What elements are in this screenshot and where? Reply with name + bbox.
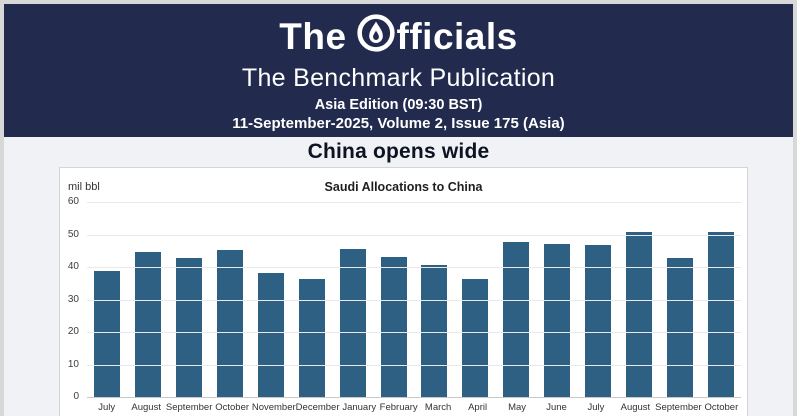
bar-13-august [625, 232, 652, 398]
logo-text-pre: The [279, 16, 347, 57]
bar-column [659, 203, 700, 398]
y-tick-label-40: 40 [67, 261, 79, 273]
x-tick-label: May [508, 402, 527, 413]
y-tick-label-20: 20 [67, 326, 79, 338]
bar-5-december [298, 279, 325, 398]
bar-column [128, 203, 169, 398]
bar-2-september [176, 258, 203, 398]
y-tick-label-0: 0 [73, 391, 79, 402]
bar-column [87, 203, 128, 398]
bar-column [210, 203, 251, 398]
gridline-30 [87, 299, 741, 301]
x-tick-label: December [295, 402, 340, 413]
bar-8-march [421, 264, 448, 398]
bar-series [87, 203, 741, 398]
y-tick-label-60: 60 [67, 196, 79, 207]
gridline-40 [87, 267, 741, 269]
y-tick-label-10: 10 [67, 358, 79, 370]
bar-3-october [217, 250, 244, 398]
x-tick-label: October [215, 402, 250, 413]
bar-15-october [707, 232, 734, 398]
x-tick-label: August [620, 402, 651, 413]
publication-subtitle: The Benchmark Publication [241, 63, 556, 92]
plot-area [87, 202, 741, 398]
bar-10-may [503, 242, 530, 398]
bar-column [251, 203, 292, 398]
gridline-20 [87, 332, 741, 334]
x-tick-label: January [342, 402, 377, 413]
bar-column [537, 203, 578, 398]
bar-column [414, 203, 455, 398]
bar-7-february [380, 256, 407, 398]
page: The fficials The Benchmark Publication A… [4, 4, 793, 416]
gridline-50 [87, 234, 741, 236]
bar-column [578, 203, 619, 398]
x-tick-label: June [546, 402, 567, 413]
gridline-0 [87, 397, 741, 398]
x-tick-label: October [704, 402, 739, 413]
chart-card: Saudi Allocations to China mil bbl 0 10 20… [59, 167, 748, 416]
x-axis-labels: July August September October November Decemb… [87, 402, 741, 413]
bar-column [496, 203, 537, 398]
gridline-10 [87, 364, 741, 366]
bar-1-august [135, 251, 162, 398]
x-tick-label: September [165, 402, 213, 413]
bar-column [455, 203, 496, 398]
bar-12-july [584, 245, 611, 398]
publication-logo: The fficials [4, 13, 793, 62]
y-axis-labels: 0 10 20 30 40 50 60 [60, 197, 82, 402]
x-tick-label: April [468, 402, 488, 413]
chart-title: Saudi Allocations to China [324, 180, 483, 194]
bar-4-november [257, 272, 284, 398]
article-headline: China opens wide [307, 140, 490, 163]
x-tick-label: March [424, 402, 452, 413]
x-tick-label: August [131, 402, 161, 413]
logo-text-post: fficials [396, 16, 518, 57]
gridline-60 [87, 202, 741, 203]
bar-column [169, 203, 210, 398]
x-tick-label: July [587, 402, 605, 413]
bar-0-july [94, 271, 121, 398]
x-tick-label: February [379, 402, 418, 413]
bar-column [373, 203, 414, 398]
bar-column [291, 203, 332, 398]
bar-14-september [666, 258, 693, 398]
x-tick-label: September [655, 402, 702, 413]
officials-o-flame-icon [356, 13, 396, 62]
x-tick-label: July [98, 402, 116, 413]
edition-line: Asia Edition (09:30 BST) [314, 96, 483, 113]
bar-column [700, 203, 741, 398]
bar-column [618, 203, 659, 398]
bar-6-january [339, 248, 366, 398]
bar-column [332, 203, 373, 398]
y-axis-unit-label: mil bbl [68, 181, 100, 193]
bar-11-june [544, 243, 571, 398]
masthead-banner: The fficials The Benchmark Publication A… [4, 4, 793, 137]
issue-line: 11-September-2025, Volume 2, Issue 175 (… [232, 114, 565, 132]
y-tick-label-50: 50 [67, 228, 79, 240]
bar-9-april [462, 279, 489, 398]
x-tick-label: November [251, 402, 296, 413]
y-tick-label-30: 30 [67, 293, 79, 305]
